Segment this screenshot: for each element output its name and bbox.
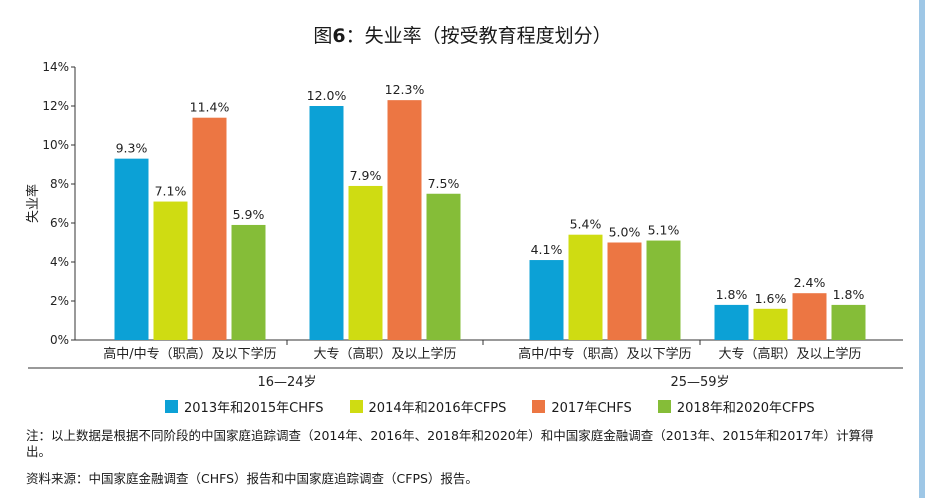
bar bbox=[309, 106, 344, 340]
chart-title: 图6：失业率（按受教育程度划分） bbox=[0, 21, 925, 48]
y-tick-label: 4% bbox=[50, 255, 69, 269]
y-tick-label: 6% bbox=[50, 216, 69, 230]
bar-value-label: 5.9% bbox=[233, 207, 265, 222]
bar bbox=[192, 117, 227, 340]
bar-value-label: 7.9% bbox=[350, 168, 382, 183]
source-note: 资料来源：中国家庭金融调查（CHFS）报告和中国家庭追踪调查（CFPS）报告。 bbox=[26, 471, 478, 486]
legend-item-2: 2014年和2016年CFPS bbox=[349, 397, 507, 416]
bar-value-label: 1.6% bbox=[755, 291, 787, 306]
bar-value-label: 4.1% bbox=[531, 242, 563, 257]
bar-value-label: 7.1% bbox=[155, 184, 187, 199]
x-category-label: 高中/中专（职高）及以下学历 bbox=[518, 346, 691, 362]
bar bbox=[792, 293, 827, 340]
bar bbox=[348, 185, 383, 340]
legend-label-2: 2014年和2016年CFPS bbox=[368, 401, 507, 416]
bar bbox=[426, 193, 461, 340]
y-tick-label: 12% bbox=[42, 99, 69, 113]
x-group-label: 25—59岁 bbox=[670, 375, 729, 390]
legend-swatch-4 bbox=[657, 400, 671, 413]
bar bbox=[231, 224, 266, 340]
title-number: 6 bbox=[332, 25, 346, 47]
title-text: ：失业率（按受教育程度划分） bbox=[345, 25, 612, 47]
y-tick-label: 8% bbox=[50, 177, 69, 191]
bar-value-label: 5.4% bbox=[570, 217, 602, 232]
legend: 2013年和2015年CHFS 2014年和2016年CFPS 2017年CHF… bbox=[165, 397, 815, 416]
legend-item-3: 2017年CHFS bbox=[532, 397, 632, 416]
legend-label-4: 2018年和2020年CFPS bbox=[676, 401, 815, 416]
x-group-label: 16—24岁 bbox=[257, 375, 316, 390]
y-tick-label: 10% bbox=[42, 138, 69, 152]
y-tick-label: 14% bbox=[42, 60, 69, 74]
bar-value-label: 12.3% bbox=[385, 82, 425, 97]
legend-swatch-3 bbox=[532, 400, 546, 413]
right-edge-bar bbox=[919, 0, 925, 498]
bar bbox=[607, 242, 642, 340]
x-category-label: 大专（高职）及以上学历 bbox=[718, 346, 861, 362]
y-tick-label: 0% bbox=[50, 333, 69, 347]
bar-value-label: 5.1% bbox=[648, 223, 680, 238]
x-category-label: 大专（高职）及以上学历 bbox=[313, 346, 456, 362]
y-tick-label: 2% bbox=[50, 294, 69, 308]
bar bbox=[646, 240, 681, 340]
bar bbox=[114, 158, 149, 340]
bar bbox=[568, 234, 603, 340]
bar bbox=[714, 304, 749, 340]
bar-value-label: 2.4% bbox=[794, 275, 826, 290]
bar bbox=[387, 100, 422, 341]
x-category-label: 高中/中专（职高）及以下学历 bbox=[103, 346, 276, 362]
footnote: 注：以上数据是根据不同阶段的中国家庭追踪调查（2014年、2016年、2018年… bbox=[26, 428, 874, 459]
bar bbox=[153, 201, 188, 340]
bar bbox=[753, 308, 788, 340]
bar-value-label: 7.5% bbox=[428, 176, 460, 191]
bar-value-label: 9.3% bbox=[116, 141, 148, 156]
legend-swatch-2 bbox=[349, 400, 363, 413]
legend-item-1: 2013年和2015年CHFS bbox=[165, 397, 324, 416]
title-prefix: 图 bbox=[313, 25, 333, 47]
bar-value-label: 11.4% bbox=[190, 100, 230, 115]
bar bbox=[831, 304, 866, 340]
y-axis-title: 失业率 bbox=[25, 184, 41, 223]
bar-value-label: 12.0% bbox=[307, 88, 347, 103]
bar-value-label: 1.8% bbox=[716, 287, 748, 302]
legend-label-1: 2013年和2015年CHFS bbox=[184, 401, 324, 416]
bar bbox=[529, 260, 564, 340]
legend-item-4: 2018年和2020年CFPS bbox=[657, 397, 815, 416]
legend-label-3: 2017年CHFS bbox=[551, 401, 632, 416]
bar-value-label: 1.8% bbox=[833, 287, 865, 302]
bar-value-label: 5.0% bbox=[609, 225, 641, 240]
legend-swatch-1 bbox=[165, 400, 178, 413]
